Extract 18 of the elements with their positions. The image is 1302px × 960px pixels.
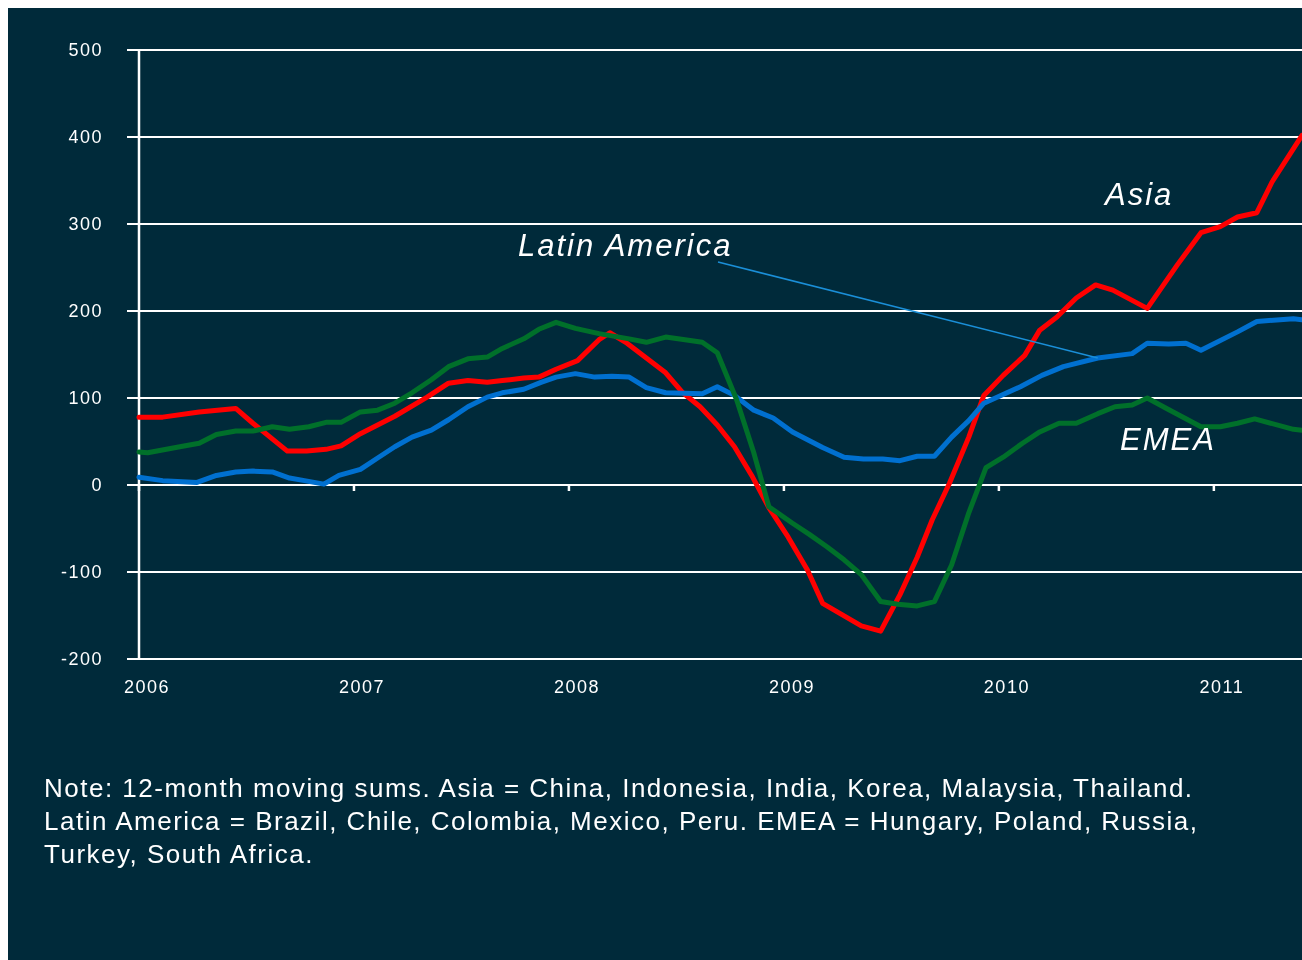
series-label: Asia	[1103, 177, 1174, 212]
x-tick-label: 2007	[338, 677, 385, 697]
x-tick-label: 2011	[1199, 677, 1245, 697]
x-tick-label: 2010	[983, 677, 1030, 697]
text: Latin America	[518, 228, 733, 263]
y-tick-label: 200	[68, 301, 103, 321]
y-tick-label: 100	[68, 388, 103, 408]
y-tick-label: 400	[68, 127, 103, 147]
y-tick-label: -200	[60, 649, 103, 669]
y-tick-label: -100	[60, 562, 103, 582]
y-tick-label: 0	[91, 475, 103, 495]
y-tick-label: 300	[68, 214, 103, 234]
x-tick-label: 2009	[768, 677, 815, 697]
x-tick-label: 2008	[553, 677, 600, 697]
x-tick-label: 2006	[123, 677, 171, 697]
y-tick-label: 500	[68, 40, 103, 60]
series-label: EMEA	[1120, 422, 1216, 457]
text: Note: 12-month moving sums. Asia = China, Indonesia, India, Korea, Malaysia, Thailand. Latin America = Brazil, Chile, Colombia, Mexico, Peru. EMEA = Hungary, Poland, Russia, Turkey, South Africa.	[44, 773, 1199, 869]
